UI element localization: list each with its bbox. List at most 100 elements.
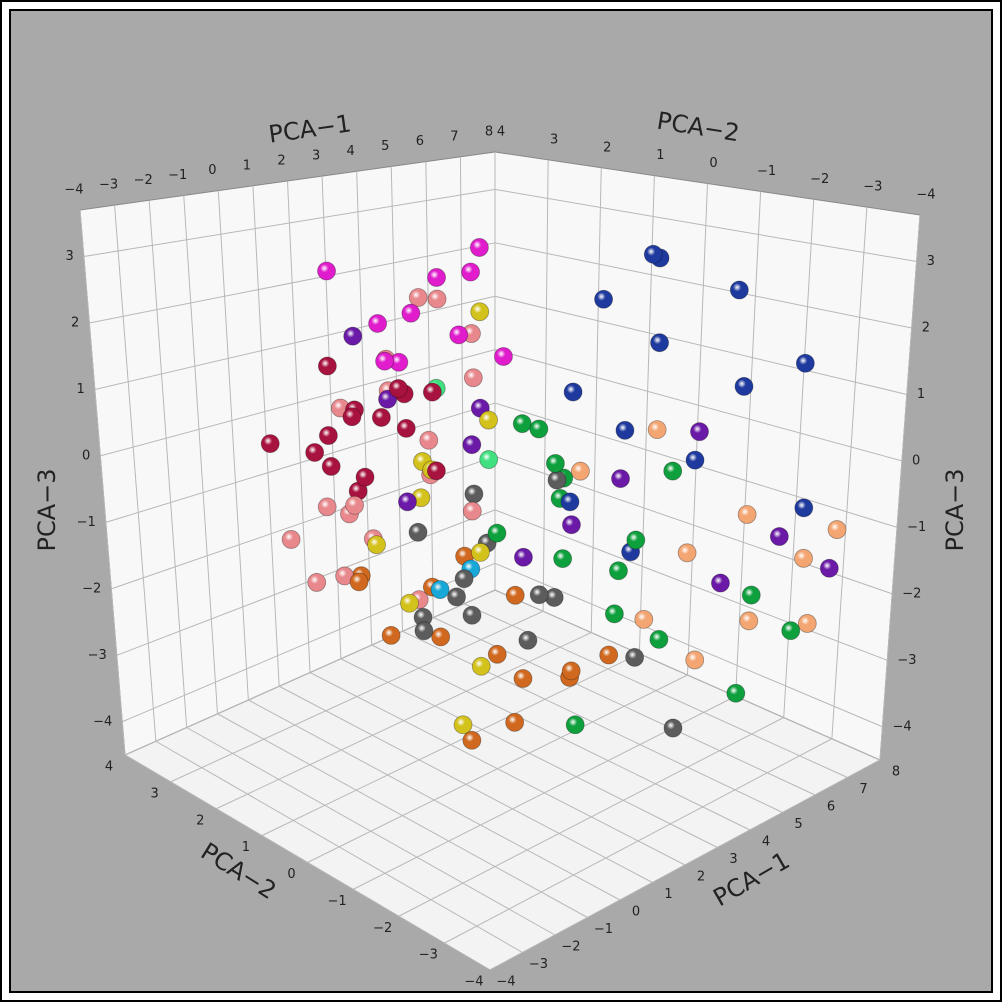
data-point [419, 430, 439, 450]
data-point [512, 414, 532, 434]
data-point [726, 683, 746, 703]
tick-label: 0 [208, 163, 216, 178]
tick-label: 0 [709, 156, 717, 171]
grid-line [494, 509, 888, 661]
data-point [634, 609, 654, 629]
tick-label: 4 [347, 144, 355, 159]
data-point [729, 280, 749, 300]
grid-line [170, 610, 544, 783]
data-point [769, 527, 789, 546]
data-point [408, 288, 428, 307]
tick-label: 4 [762, 835, 770, 850]
tick-label: 1 [664, 887, 672, 902]
grid-line [89, 242, 496, 324]
data-point [381, 625, 401, 645]
tick-label: 1 [242, 840, 250, 855]
data-point [711, 573, 730, 593]
grid-line [124, 589, 496, 756]
tick-label: −4 [916, 188, 935, 203]
tick-label: 5 [381, 139, 389, 154]
tick-label: −2 [134, 173, 153, 188]
grid-line [459, 156, 465, 604]
data-point [479, 410, 498, 430]
data-point [398, 492, 417, 512]
data-point [305, 443, 325, 462]
data-point [563, 382, 583, 402]
data-point [453, 715, 473, 735]
data-point [260, 434, 280, 454]
data-point [553, 549, 573, 569]
grid-line [879, 214, 921, 761]
data-point [827, 520, 847, 539]
grid-line [494, 242, 912, 329]
data-point [317, 356, 337, 376]
data-point [819, 558, 839, 578]
data-point [464, 484, 484, 504]
data-point [649, 629, 669, 649]
tick-label: −2 [373, 921, 392, 936]
grid-line [114, 205, 157, 742]
tick-label: 7 [859, 782, 867, 797]
data-point [505, 585, 525, 605]
data-point [307, 573, 327, 592]
grid-line [105, 402, 496, 523]
grid-line [494, 349, 903, 462]
grid-line [494, 295, 907, 395]
data-point [414, 621, 434, 641]
tick-label: 7 [450, 129, 458, 144]
tick-label: 3 [150, 786, 158, 801]
grid-line [444, 738, 833, 944]
tick-label: −3 [88, 648, 107, 663]
grid-line [100, 349, 496, 457]
tick-label: 8 [892, 765, 900, 780]
data-point [422, 382, 442, 402]
tick-label: 0 [632, 905, 640, 920]
data-point [487, 523, 507, 543]
data-point [367, 535, 386, 555]
grid-line [148, 200, 188, 728]
tick-label: 4 [497, 125, 505, 140]
tick-label: 1 [77, 382, 85, 397]
data-point [560, 492, 580, 512]
data-point [737, 505, 757, 524]
data-point [514, 547, 533, 567]
data-point [570, 461, 590, 481]
data-point [317, 497, 337, 517]
tick-label: 3 [312, 149, 320, 164]
data-point [487, 644, 507, 664]
data-point [401, 303, 421, 323]
data-point [447, 587, 466, 607]
data-point [281, 530, 301, 549]
tick-label: 0 [287, 867, 295, 882]
data-point [529, 585, 549, 605]
data-point [471, 656, 491, 676]
data-point [349, 572, 369, 592]
data-point [685, 450, 705, 470]
data-point [594, 289, 613, 309]
data-point [408, 522, 428, 542]
tick-label: 6 [827, 800, 835, 815]
data-point [375, 351, 394, 371]
data-point [454, 569, 474, 589]
data-point [345, 495, 364, 515]
tick-label: −4 [892, 719, 911, 734]
data-point [427, 268, 446, 287]
tick-label: 1 [917, 387, 925, 402]
tick-label: −3 [863, 180, 882, 195]
data-point [400, 593, 419, 613]
data-point [565, 715, 585, 735]
grid-line [494, 188, 917, 263]
tick-label: 2 [603, 140, 611, 155]
grid-line [831, 207, 868, 739]
tick-label: −2 [561, 940, 580, 955]
data-point [461, 262, 480, 282]
data-point [546, 454, 565, 473]
data-point [513, 669, 533, 688]
data-point [427, 461, 446, 481]
tick-label: −1 [907, 520, 926, 535]
data-point [371, 408, 391, 427]
axis-label: PCA−3 [33, 468, 61, 551]
data-point [505, 712, 525, 732]
tick-label: −1 [168, 168, 187, 183]
grid-line [356, 171, 373, 646]
